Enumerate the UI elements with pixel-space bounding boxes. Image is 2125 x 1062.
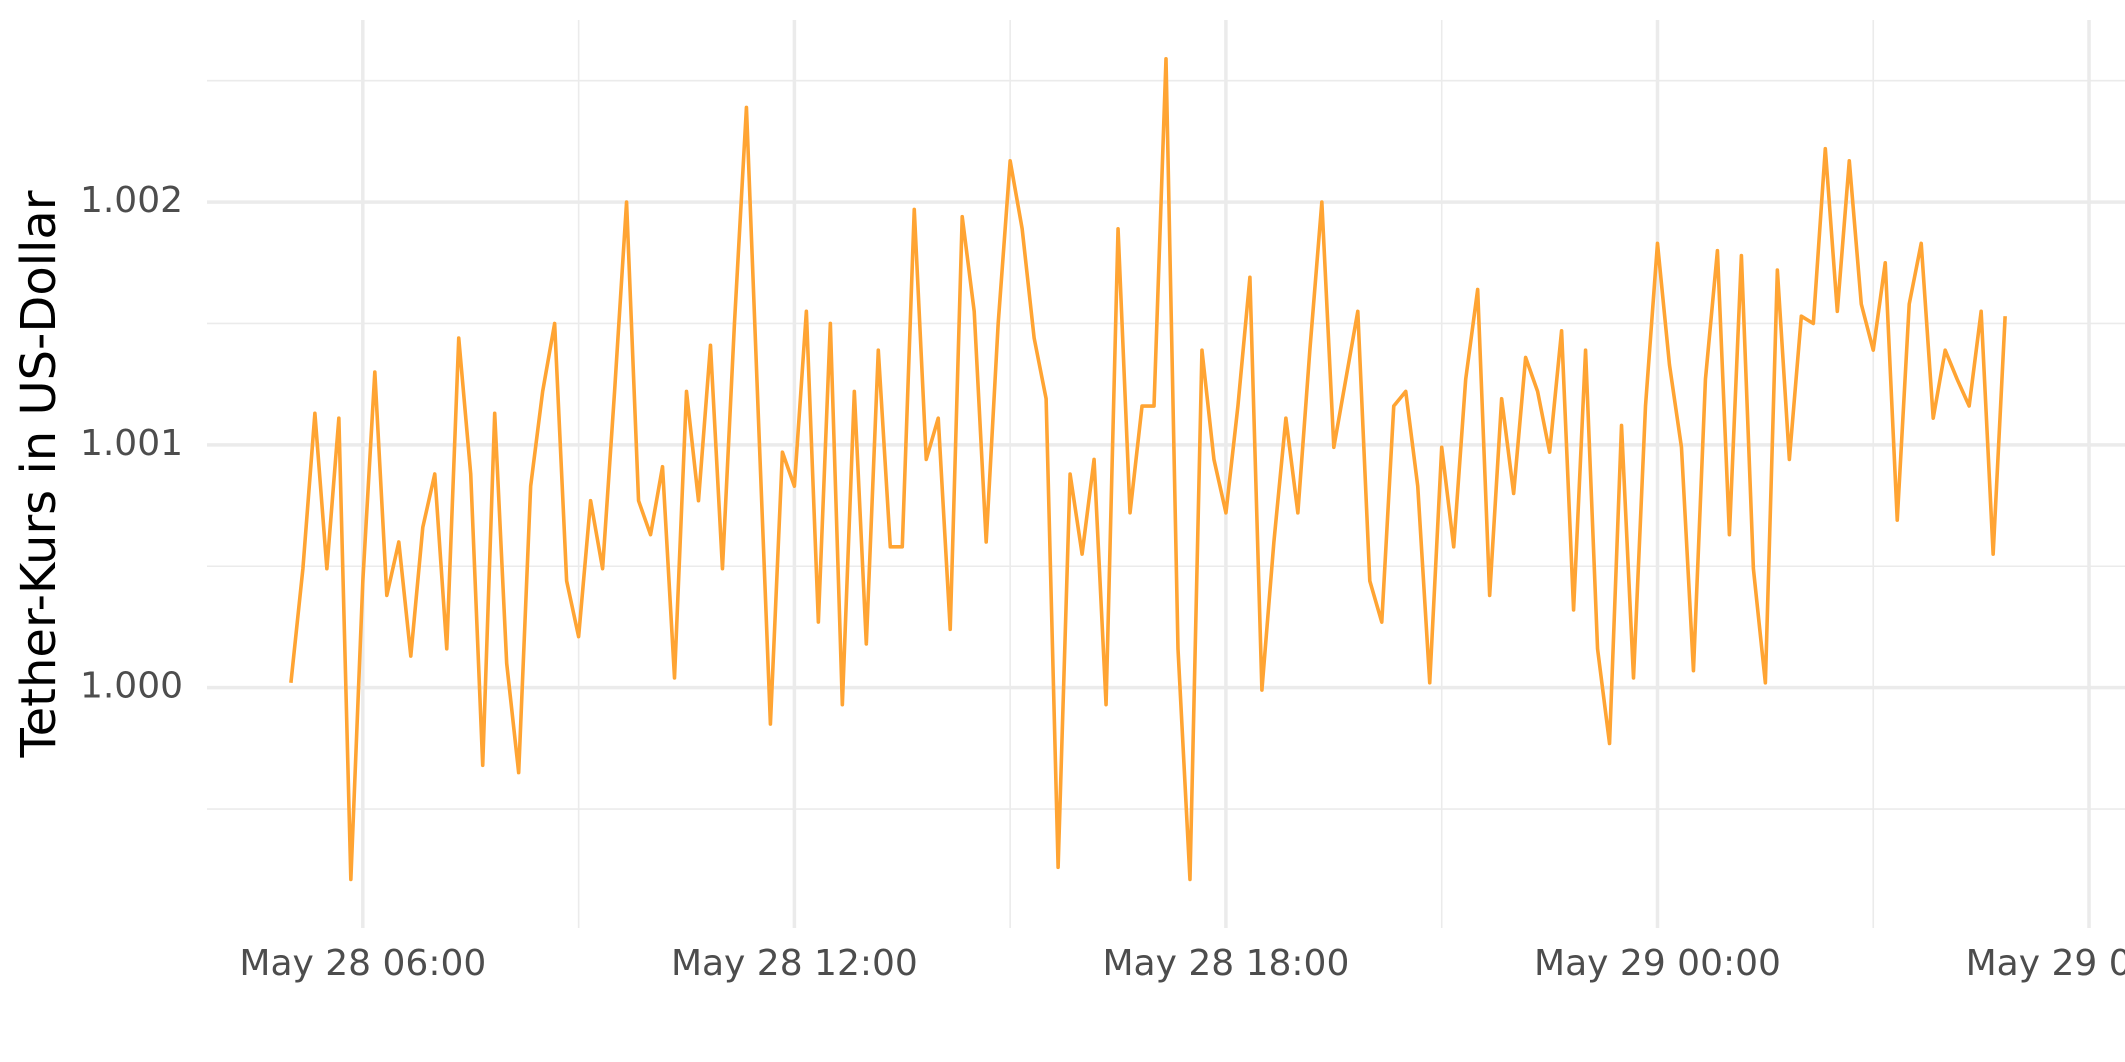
x-tick-label: May 28 12:00 (671, 943, 918, 984)
data-line (289, 57, 2007, 882)
x-tick-label: May 28 06:00 (239, 943, 486, 984)
y-axis-title: Tether-Kurs in US-Dollar (11, 190, 67, 758)
x-tick-label: May 29 00:00 (1534, 943, 1781, 984)
x-tick-label: May 28 18:00 (1103, 943, 1350, 984)
y-tick-label: 1.002 (80, 180, 183, 221)
y-tick-label: 1.001 (80, 423, 183, 464)
y-tick-label: 1.000 (80, 666, 183, 707)
x-tick-label: May 29 06:00 (1966, 943, 2125, 984)
